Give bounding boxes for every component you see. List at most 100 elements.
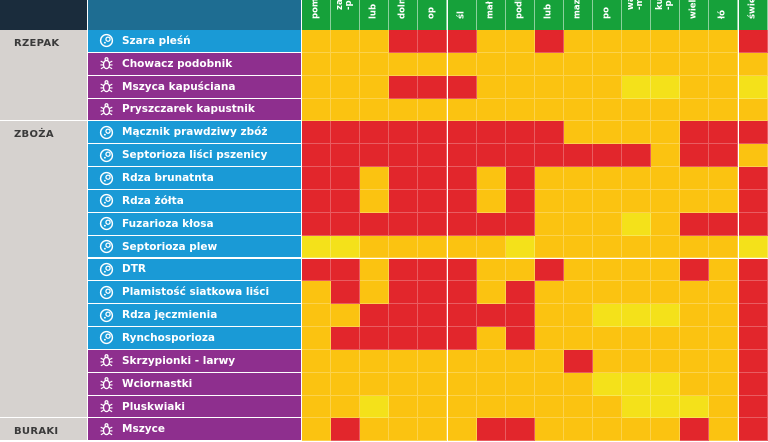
- heatmap-cell[interactable]: [476, 121, 506, 145]
- heatmap-cell[interactable]: [389, 304, 419, 328]
- heatmap-cell[interactable]: [389, 418, 419, 442]
- heatmap-cell[interactable]: [476, 418, 506, 442]
- heatmap-cell[interactable]: [709, 121, 739, 145]
- row-label-disease[interactable]: Mącznik prawdziwy zbóż: [88, 121, 301, 145]
- heatmap-cell[interactable]: [622, 189, 652, 213]
- heatmap-cell[interactable]: [534, 98, 564, 122]
- heatmap-cell[interactable]: [447, 349, 477, 373]
- heatmap-cell[interactable]: [593, 167, 623, 190]
- heatmap-cell[interactable]: [476, 281, 506, 305]
- heatmap-cell[interactable]: [360, 52, 390, 76]
- heatmap-cell[interactable]: [651, 30, 681, 53]
- heatmap-cell[interactable]: [331, 144, 361, 168]
- heatmap-cell[interactable]: [593, 98, 623, 122]
- heatmap-cell[interactable]: [302, 395, 332, 419]
- heatmap-cell[interactable]: [651, 304, 681, 328]
- heatmap-cell[interactable]: [534, 235, 564, 259]
- heatmap-cell[interactable]: [418, 189, 448, 213]
- heatmap-cell[interactable]: [302, 52, 332, 76]
- heatmap-cell[interactable]: [709, 304, 739, 328]
- heatmap-cell[interactable]: [680, 144, 710, 168]
- heatmap-cell[interactable]: [476, 167, 506, 190]
- heatmap-cell[interactable]: [476, 327, 506, 350]
- heatmap-cell[interactable]: [360, 304, 390, 328]
- row-label-disease[interactable]: Rdza żółta: [88, 189, 301, 213]
- heatmap-cell[interactable]: [622, 75, 652, 99]
- heatmap-cell[interactable]: [418, 281, 448, 305]
- heatmap-cell[interactable]: [360, 30, 390, 53]
- heatmap-cell[interactable]: [534, 418, 564, 442]
- heatmap-cell[interactable]: [360, 372, 390, 396]
- heatmap-cell[interactable]: [389, 235, 419, 259]
- heatmap-cell[interactable]: [418, 372, 448, 396]
- heatmap-cell[interactable]: [447, 52, 477, 76]
- heatmap-cell[interactable]: [476, 372, 506, 396]
- heatmap-cell[interactable]: [360, 258, 390, 282]
- heatmap-cell[interactable]: [651, 212, 681, 236]
- heatmap-cell[interactable]: [563, 281, 593, 305]
- heatmap-cell[interactable]: [389, 212, 419, 236]
- heatmap-cell[interactable]: [389, 30, 419, 53]
- heatmap-cell[interactable]: [418, 30, 448, 53]
- heatmap-cell[interactable]: [331, 189, 361, 213]
- heatmap-cell[interactable]: [622, 281, 652, 305]
- heatmap-cell[interactable]: [331, 212, 361, 236]
- heatmap-cell[interactable]: [331, 258, 361, 282]
- heatmap-cell[interactable]: [593, 258, 623, 282]
- heatmap-cell[interactable]: [563, 144, 593, 168]
- heatmap-cell[interactable]: [622, 167, 652, 190]
- heatmap-cell[interactable]: [534, 212, 564, 236]
- heatmap-cell[interactable]: [738, 349, 768, 373]
- heatmap-cell[interactable]: [738, 395, 768, 419]
- heatmap-cell[interactable]: [593, 327, 623, 350]
- heatmap-cell[interactable]: [389, 372, 419, 396]
- heatmap-cell[interactable]: [593, 30, 623, 53]
- heatmap-cell[interactable]: [418, 418, 448, 442]
- heatmap-cell[interactable]: [302, 30, 332, 53]
- heatmap-cell[interactable]: [563, 52, 593, 76]
- heatmap-cell[interactable]: [447, 258, 477, 282]
- heatmap-cell[interactable]: [331, 418, 361, 442]
- heatmap-cell[interactable]: [593, 212, 623, 236]
- heatmap-cell[interactable]: [331, 304, 361, 328]
- heatmap-cell[interactable]: [593, 121, 623, 145]
- heatmap-cell[interactable]: [389, 52, 419, 76]
- heatmap-cell[interactable]: [360, 235, 390, 259]
- heatmap-cell[interactable]: [651, 258, 681, 282]
- heatmap-cell[interactable]: [534, 52, 564, 76]
- heatmap-cell[interactable]: [563, 121, 593, 145]
- heatmap-cell[interactable]: [476, 30, 506, 53]
- heatmap-cell[interactable]: [534, 144, 564, 168]
- heatmap-cell[interactable]: [593, 144, 623, 168]
- heatmap-cell[interactable]: [418, 395, 448, 419]
- heatmap-cell[interactable]: [389, 258, 419, 282]
- heatmap-cell[interactable]: [709, 75, 739, 99]
- heatmap-cell[interactable]: [476, 98, 506, 122]
- heatmap-cell[interactable]: [418, 52, 448, 76]
- heatmap-cell[interactable]: [505, 281, 535, 305]
- heatmap-cell[interactable]: [418, 167, 448, 190]
- heatmap-cell[interactable]: [331, 235, 361, 259]
- heatmap-cell[interactable]: [738, 372, 768, 396]
- heatmap-cell[interactable]: [622, 349, 652, 373]
- heatmap-cell[interactable]: [738, 30, 768, 53]
- heatmap-cell[interactable]: [709, 372, 739, 396]
- heatmap-cell[interactable]: [360, 327, 390, 350]
- heatmap-cell[interactable]: [505, 121, 535, 145]
- heatmap-cell[interactable]: [680, 395, 710, 419]
- heatmap-cell[interactable]: [738, 189, 768, 213]
- heatmap-cell[interactable]: [505, 395, 535, 419]
- heatmap-cell[interactable]: [331, 395, 361, 419]
- heatmap-cell[interactable]: [389, 98, 419, 122]
- heatmap-cell[interactable]: [593, 372, 623, 396]
- heatmap-cell[interactable]: [505, 258, 535, 282]
- heatmap-cell[interactable]: [331, 75, 361, 99]
- heatmap-cell[interactable]: [389, 327, 419, 350]
- row-label-pest[interactable]: Chowacz podobnik: [88, 52, 301, 76]
- heatmap-cell[interactable]: [651, 418, 681, 442]
- row-label-disease[interactable]: Szara pleśń: [88, 30, 301, 53]
- heatmap-cell[interactable]: [476, 52, 506, 76]
- heatmap-cell[interactable]: [476, 235, 506, 259]
- heatmap-cell[interactable]: [447, 372, 477, 396]
- row-label-pest[interactable]: Mszyca kapuściana: [88, 75, 301, 99]
